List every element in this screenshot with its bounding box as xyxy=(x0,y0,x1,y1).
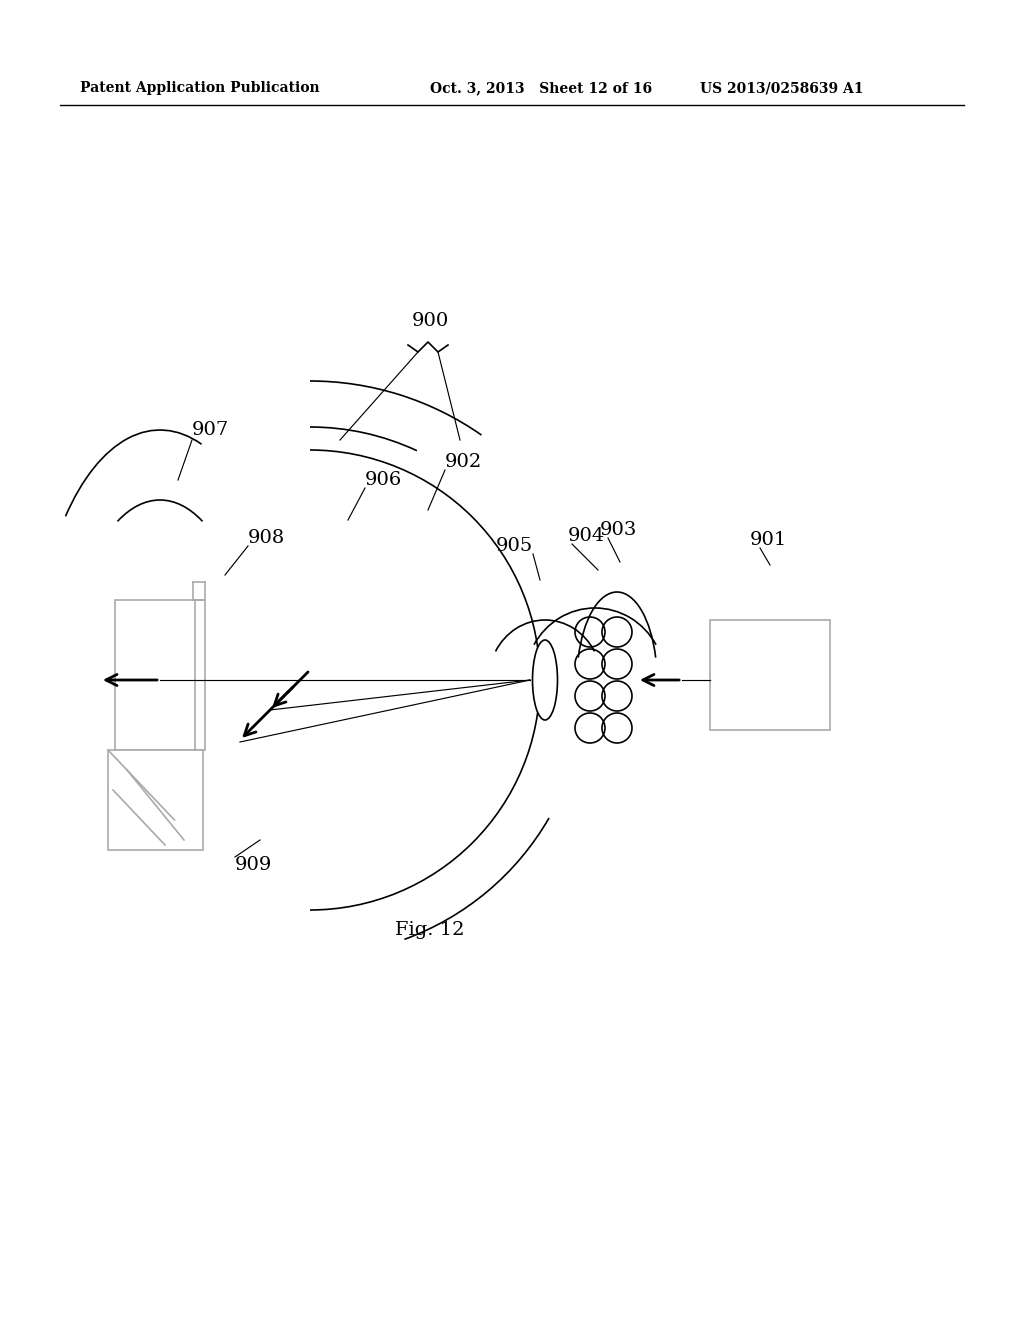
Bar xyxy=(710,620,830,730)
Text: 908: 908 xyxy=(248,529,286,546)
Text: Patent Application Publication: Patent Application Publication xyxy=(80,81,319,95)
Text: 902: 902 xyxy=(445,453,482,471)
Text: Fig. 12: Fig. 12 xyxy=(395,921,465,939)
Text: Oct. 3, 2013   Sheet 12 of 16: Oct. 3, 2013 Sheet 12 of 16 xyxy=(430,81,652,95)
Ellipse shape xyxy=(532,640,557,719)
Text: 909: 909 xyxy=(234,855,272,874)
Text: 905: 905 xyxy=(496,537,534,554)
Bar xyxy=(115,601,205,750)
Text: 900: 900 xyxy=(412,312,449,330)
Text: 907: 907 xyxy=(193,421,229,440)
Text: 906: 906 xyxy=(365,471,402,488)
Text: 903: 903 xyxy=(600,521,637,539)
Text: 904: 904 xyxy=(568,527,605,545)
Text: 901: 901 xyxy=(750,531,787,549)
Text: US 2013/0258639 A1: US 2013/0258639 A1 xyxy=(700,81,863,95)
Bar xyxy=(108,750,203,850)
